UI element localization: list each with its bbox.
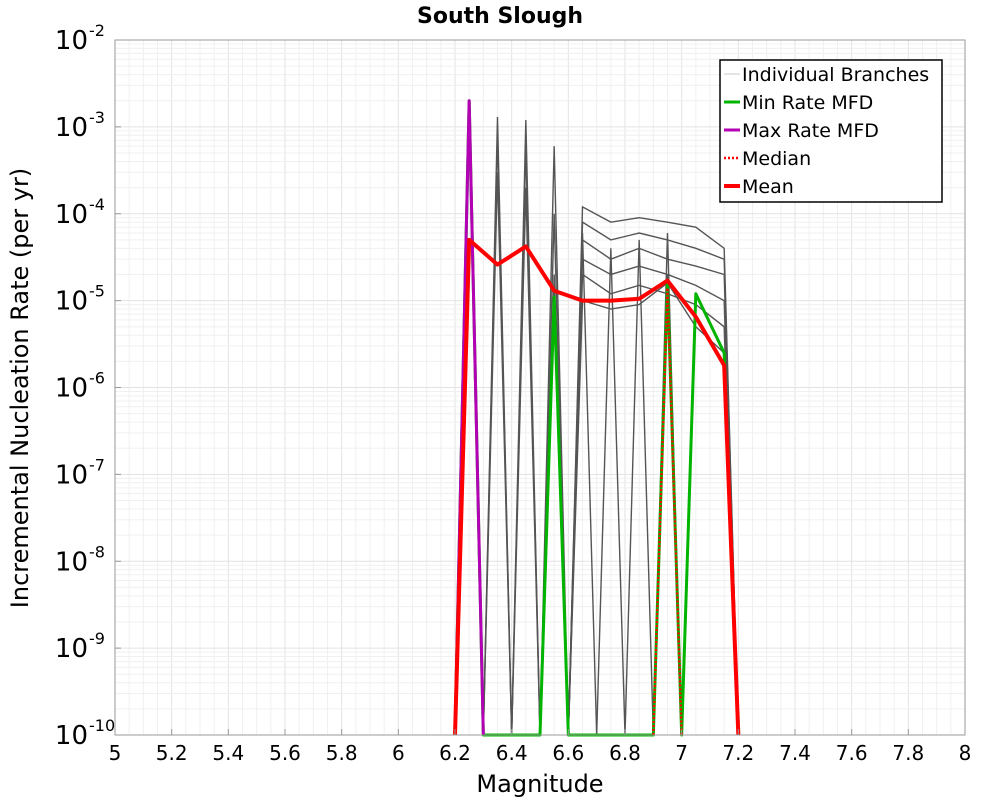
y-tick-label: 10 <box>55 200 88 230</box>
legend-label-min-rate-mfd: Min Rate MFD <box>742 92 873 114</box>
y-tick-exponent: -4 <box>89 195 105 214</box>
y-axis-label: Incremental Nucleation Rate (per yr) <box>6 168 34 608</box>
series-line-median <box>652 286 683 736</box>
x-tick-label: 6.4 <box>496 741 528 765</box>
branch-line <box>624 239 655 736</box>
y-tick-exponent: -2 <box>89 21 105 40</box>
y-tick-label: 10 <box>55 113 88 143</box>
x-tick-label: 7.8 <box>892 741 924 765</box>
x-tick-label: 6.2 <box>439 741 471 765</box>
branch-line <box>567 258 740 736</box>
x-tick-label: 5.2 <box>156 741 188 765</box>
y-tick-exponent: -3 <box>89 108 105 127</box>
y-tick-label: 10 <box>55 547 88 577</box>
branch-line <box>595 248 626 736</box>
x-tick-label: 7 <box>675 741 688 765</box>
branch-line <box>567 233 598 736</box>
grid <box>114 40 966 736</box>
branch-line <box>567 220 740 736</box>
y-axis-ticks: 10-210-310-410-510-610-710-810-910-10 <box>55 21 121 751</box>
x-tick-label: 7.2 <box>722 741 754 765</box>
branch-line <box>482 172 513 736</box>
x-axis-ticks: 5 5.2 5.4 5.6 5.8 6 6.2 6.4 6.6 6.8 7 7.2 7.4 7.6 7.8 8 <box>109 729 972 765</box>
legend-label-median: Median <box>742 148 811 170</box>
y-tick-exponent: -6 <box>89 369 105 388</box>
y-tick-exponent: -10 <box>89 716 115 735</box>
legend-label-individual-branches: Individual Branches <box>742 64 929 86</box>
x-tick-label: 5.4 <box>212 741 244 765</box>
y-tick-exponent: -8 <box>89 542 105 561</box>
branch-line <box>510 187 541 736</box>
x-tick-label: 6.6 <box>552 741 584 765</box>
y-tick-label: 10 <box>55 460 88 490</box>
x-tick-label: 5.8 <box>326 741 358 765</box>
series-line-mean <box>453 237 741 736</box>
x-axis-label: Magnitude <box>476 770 603 798</box>
x-tick-label: 8 <box>959 741 972 765</box>
chart-title: South Slough <box>417 4 583 29</box>
legend: Individual Branches Min Rate MFD Max Rate … <box>719 59 943 203</box>
x-tick-label: 7.4 <box>779 741 811 765</box>
legend-label-max-rate-mfd: Max Rate MFD <box>742 120 879 142</box>
y-tick-exponent: -5 <box>89 282 105 301</box>
branch-line <box>567 205 740 736</box>
x-tick-label: 7.6 <box>836 741 868 765</box>
legend-box <box>719 59 943 203</box>
y-tick-exponent: -9 <box>89 629 105 648</box>
x-tick-label: 5.6 <box>269 741 301 765</box>
y-tick-label: 10 <box>55 26 88 56</box>
y-tick-label: 10 <box>55 634 88 664</box>
x-tick-label: 6.8 <box>609 741 641 765</box>
branch-line <box>567 238 740 736</box>
y-tick-label: 10 <box>55 374 88 404</box>
x-tick-label: 6 <box>392 741 405 765</box>
x-tick-label: 5 <box>109 741 122 765</box>
legend-label-mean: Mean <box>742 176 794 198</box>
y-tick-exponent: -7 <box>89 455 105 474</box>
y-tick-label: 10 <box>55 721 88 751</box>
y-tick-label: 10 <box>55 287 88 317</box>
